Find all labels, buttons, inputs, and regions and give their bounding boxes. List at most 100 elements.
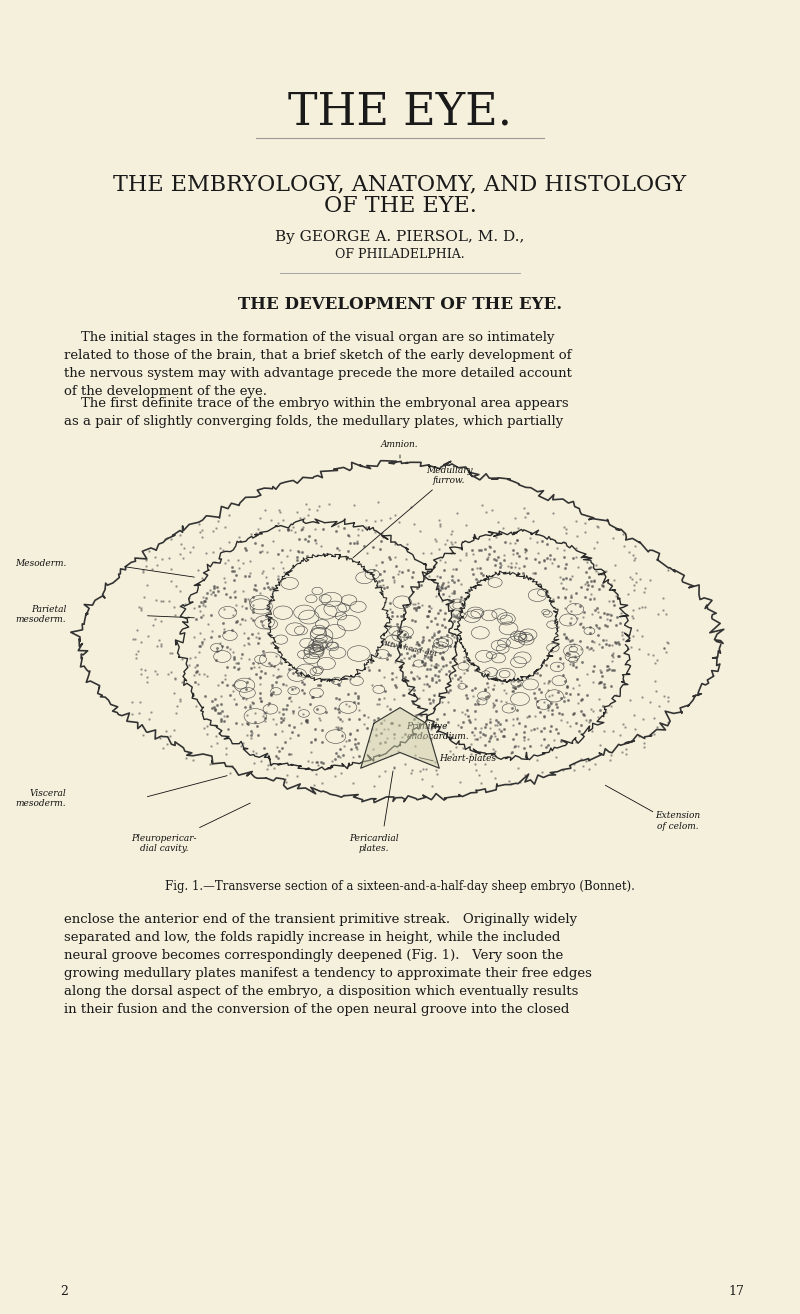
Point xyxy=(193,514,206,535)
Point xyxy=(295,608,308,629)
Point xyxy=(407,597,420,618)
Point xyxy=(226,641,239,662)
Point xyxy=(289,558,302,579)
Point xyxy=(205,627,218,648)
Point xyxy=(208,696,221,717)
Point xyxy=(308,729,321,750)
Point xyxy=(202,614,214,635)
Point xyxy=(304,741,317,762)
Point xyxy=(459,543,472,564)
Point xyxy=(301,640,314,661)
Point xyxy=(290,624,303,645)
Point xyxy=(212,581,225,602)
Point xyxy=(560,682,573,703)
Point xyxy=(402,678,415,699)
Point xyxy=(443,590,456,611)
Point xyxy=(316,616,329,637)
Point xyxy=(427,689,440,710)
Point xyxy=(229,581,242,602)
Point xyxy=(323,597,336,618)
Point xyxy=(348,576,361,597)
Point xyxy=(416,650,429,671)
Point xyxy=(559,557,572,578)
Point xyxy=(422,675,435,696)
Point xyxy=(135,660,148,681)
Point xyxy=(271,607,284,628)
Point xyxy=(455,594,468,615)
Point xyxy=(338,576,350,597)
Point xyxy=(516,585,529,606)
Point xyxy=(238,565,251,586)
Point xyxy=(501,645,514,666)
Point xyxy=(238,537,251,558)
Point xyxy=(280,694,293,715)
Point xyxy=(226,604,239,625)
Point xyxy=(262,577,274,598)
Point xyxy=(554,649,566,670)
Point xyxy=(246,723,258,744)
Point xyxy=(167,682,180,703)
Point xyxy=(316,732,329,753)
Point xyxy=(342,695,355,716)
Point xyxy=(210,732,223,753)
Point xyxy=(274,707,287,728)
Point xyxy=(239,598,252,619)
Point xyxy=(446,603,459,624)
Point xyxy=(490,710,503,731)
Point xyxy=(449,649,462,670)
Point xyxy=(594,671,606,692)
Point xyxy=(518,507,531,528)
Point xyxy=(260,702,273,723)
Point xyxy=(502,556,514,577)
Point xyxy=(434,658,447,679)
Point xyxy=(154,636,167,657)
Point xyxy=(454,716,467,737)
Point xyxy=(483,543,496,564)
Point xyxy=(298,509,310,530)
Point xyxy=(302,644,315,665)
Point xyxy=(605,573,618,594)
Point xyxy=(607,643,620,664)
Point xyxy=(481,568,494,589)
Point xyxy=(586,631,598,652)
Point xyxy=(435,692,448,714)
Point xyxy=(218,619,231,640)
Point xyxy=(326,615,339,636)
Point xyxy=(522,660,534,681)
Point xyxy=(247,587,260,608)
Point xyxy=(628,704,641,725)
Point xyxy=(452,669,465,690)
Point xyxy=(332,699,345,720)
Point xyxy=(590,561,602,582)
Point xyxy=(611,645,624,666)
Point xyxy=(280,765,293,786)
Point xyxy=(284,570,297,591)
Point xyxy=(212,625,225,646)
Point xyxy=(207,576,220,597)
Point xyxy=(522,502,534,523)
Point xyxy=(165,570,178,591)
Point xyxy=(502,660,515,681)
Point xyxy=(218,516,231,537)
Point xyxy=(565,586,578,607)
Point xyxy=(328,590,341,611)
Point xyxy=(371,694,384,715)
Point xyxy=(258,703,270,724)
Point xyxy=(520,539,533,560)
Point xyxy=(234,614,246,635)
Point xyxy=(538,691,550,712)
Point xyxy=(538,671,550,692)
Point xyxy=(594,661,607,682)
Point xyxy=(394,649,407,670)
Point xyxy=(436,648,449,669)
Point xyxy=(410,704,422,725)
Point xyxy=(496,673,509,694)
Point xyxy=(198,590,211,611)
Point xyxy=(170,703,182,724)
Point xyxy=(503,664,516,685)
Point xyxy=(254,507,266,528)
Point xyxy=(254,666,266,687)
Point xyxy=(255,562,268,583)
Point xyxy=(260,606,273,627)
Point xyxy=(378,761,391,782)
